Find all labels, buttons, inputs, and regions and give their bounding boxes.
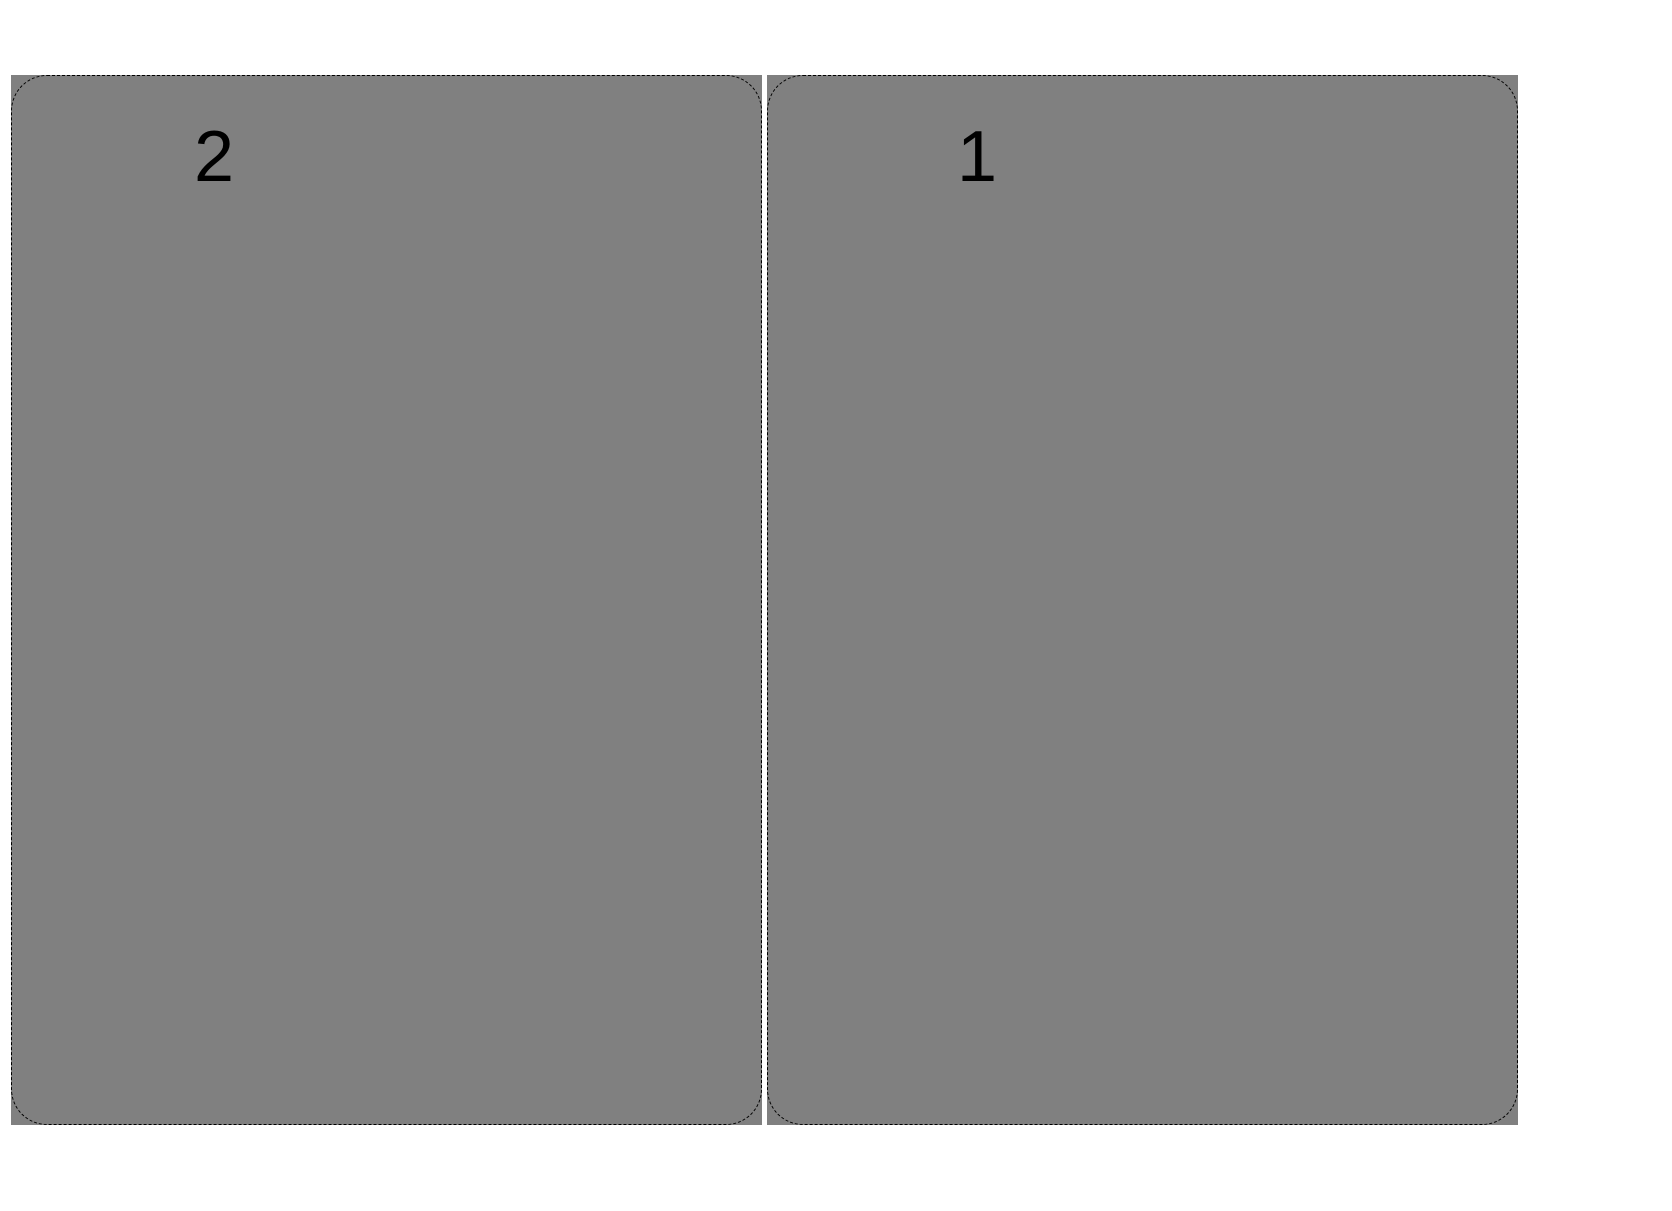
panel-number: 1 [957,117,998,197]
panel-2[interactable]: 2 [11,75,762,1125]
panel-number: 2 [194,117,235,197]
panel-1[interactable]: 1 [767,75,1518,1125]
panel-border [11,75,762,1125]
panel-border [767,75,1518,1125]
